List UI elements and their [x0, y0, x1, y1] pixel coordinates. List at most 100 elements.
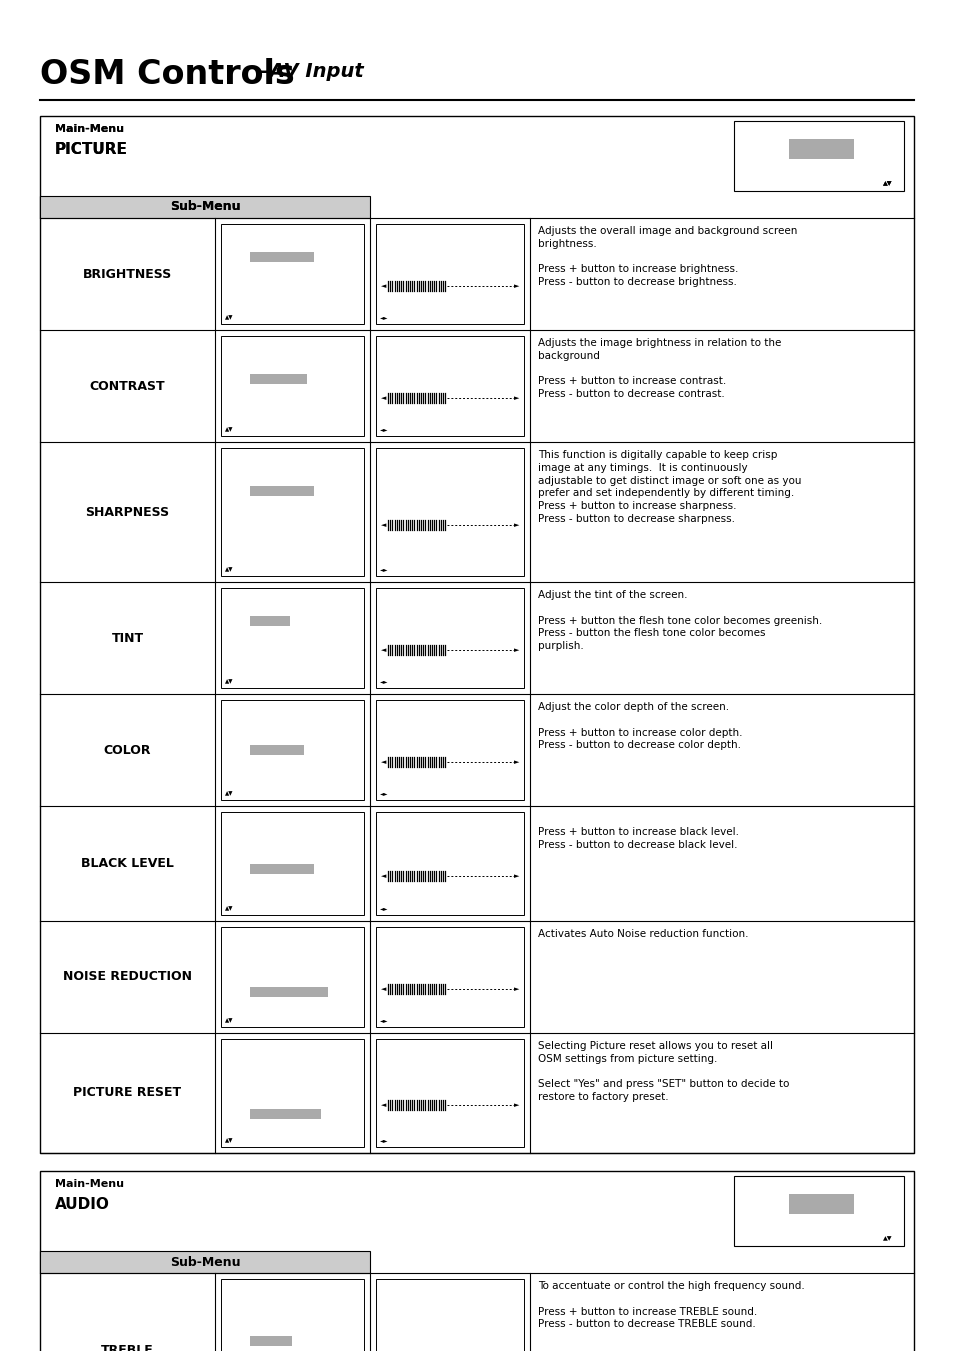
Bar	[221, 1279, 364, 1351]
Bar	[221, 336, 364, 436]
Text: BRIGHTNESS: BRIGHTNESS	[83, 267, 172, 281]
Text: ◄: ◄	[380, 759, 386, 765]
Text: ◄: ◄	[380, 282, 386, 289]
Bar	[250, 1109, 321, 1119]
Bar	[375, 224, 523, 324]
Bar	[375, 336, 523, 436]
Text: ◄: ◄	[380, 647, 386, 653]
Bar	[250, 744, 304, 755]
Text: TREBLE: TREBLE	[101, 1344, 153, 1351]
Bar	[40, 196, 370, 218]
Text: ◄►: ◄►	[379, 1019, 388, 1023]
Text: OSM Controls: OSM Controls	[40, 58, 294, 91]
Bar	[375, 1279, 523, 1351]
Text: TINT: TINT	[112, 631, 143, 644]
Text: To accentuate or control the high frequency sound.

Press + button to increase T: To accentuate or control the high freque…	[537, 1281, 804, 1329]
Text: ►: ►	[513, 986, 518, 992]
Text: ►: ►	[513, 394, 518, 401]
Text: ◄►: ◄►	[379, 790, 388, 796]
Bar	[788, 139, 853, 159]
Bar	[221, 927, 364, 1027]
Text: Main-Menu: Main-Menu	[55, 124, 124, 134]
Text: Sub-Menu: Sub-Menu	[170, 200, 240, 213]
Text: PICTURE RESET: PICTURE RESET	[73, 1086, 181, 1100]
Text: ▲▼: ▲▼	[225, 790, 233, 796]
Bar	[375, 449, 523, 576]
Bar	[733, 122, 903, 190]
Bar	[250, 988, 328, 997]
Bar	[375, 700, 523, 800]
Text: Adjust the color depth of the screen.

Press + button to increase color depth.
P: Adjust the color depth of the screen. Pr…	[537, 703, 741, 750]
Bar	[733, 1175, 903, 1246]
Bar	[221, 1039, 364, 1147]
Text: SHARPNESS: SHARPNESS	[86, 505, 170, 519]
Bar	[221, 812, 364, 915]
Text: Main-Menu: Main-Menu	[55, 124, 124, 134]
Bar	[250, 616, 290, 626]
Text: ◄►: ◄►	[379, 567, 388, 571]
Text: ►: ►	[513, 647, 518, 653]
Bar	[250, 253, 314, 262]
Text: Main-Menu: Main-Menu	[55, 1179, 124, 1189]
Text: ◄►: ◄►	[379, 1138, 388, 1143]
Text: ▲▼: ▲▼	[882, 181, 891, 186]
Text: PICTURE: PICTURE	[55, 142, 128, 157]
Text: Selecting Picture reset allows you to reset all
OSM settings from picture settin: Selecting Picture reset allows you to re…	[537, 1042, 788, 1102]
Bar	[250, 374, 307, 384]
Bar	[250, 1336, 293, 1346]
Bar	[221, 588, 364, 688]
Text: ◄: ◄	[380, 394, 386, 401]
Bar	[375, 588, 523, 688]
Text: ►: ►	[513, 523, 518, 528]
Text: ▲▼: ▲▼	[225, 1138, 233, 1143]
Text: PICTURE: PICTURE	[55, 142, 128, 157]
Text: ◄: ◄	[380, 873, 386, 878]
Text: BLACK LEVEL: BLACK LEVEL	[81, 857, 173, 870]
Bar	[221, 224, 364, 324]
Text: ◄: ◄	[380, 986, 386, 992]
Bar	[221, 449, 364, 576]
Bar	[375, 927, 523, 1027]
Text: Sub-Menu: Sub-Menu	[170, 200, 240, 213]
Text: ▲▼: ▲▼	[225, 907, 233, 911]
Text: ►: ►	[513, 282, 518, 289]
Text: ◄: ◄	[380, 523, 386, 528]
Text: ►: ►	[513, 1102, 518, 1108]
Text: ▲▼: ▲▼	[882, 181, 891, 186]
Bar	[788, 139, 853, 159]
Text: This function is digitally capable to keep crisp
image at any timings.  It is co: This function is digitally capable to ke…	[537, 450, 801, 524]
Text: ▲▼: ▲▼	[225, 567, 233, 571]
Bar	[40, 1171, 913, 1351]
Bar	[375, 1039, 523, 1147]
Text: Adjusts the overall image and background screen
brightness.

Press + button to i: Adjusts the overall image and background…	[537, 226, 797, 288]
Bar	[40, 196, 370, 218]
Text: ▲▼: ▲▼	[225, 427, 233, 432]
Bar	[221, 700, 364, 800]
Text: ▲▼: ▲▼	[882, 1236, 891, 1242]
Text: NOISE REDUCTION: NOISE REDUCTION	[63, 970, 192, 984]
Text: ▲▼: ▲▼	[225, 680, 233, 684]
Text: ◄►: ◄►	[379, 907, 388, 911]
Text: ▲▼: ▲▼	[225, 315, 233, 320]
Bar	[375, 812, 523, 915]
Text: Sub-Menu: Sub-Menu	[170, 1255, 240, 1269]
Text: –AV Input: –AV Input	[260, 62, 363, 81]
Text: ◄►: ◄►	[379, 315, 388, 320]
Text: Adjust the tint of the screen.

Press + button the flesh tone color becomes gree: Adjust the tint of the screen. Press + b…	[537, 590, 821, 651]
Bar	[250, 486, 314, 496]
Bar	[250, 863, 314, 874]
Text: Adjusts the image brightness in relation to the
background

Press + button to in: Adjusts the image brightness in relation…	[537, 338, 781, 399]
Text: ▲▼: ▲▼	[225, 1019, 233, 1023]
Text: AUDIO: AUDIO	[55, 1197, 110, 1212]
Bar	[40, 1251, 370, 1273]
Text: ►: ►	[513, 873, 518, 878]
Bar	[733, 122, 903, 190]
Text: Press + button to increase black level.
Press - button to decrease black level.: Press + button to increase black level. …	[537, 815, 739, 850]
Bar	[788, 1194, 853, 1215]
Text: ◄►: ◄►	[379, 427, 388, 432]
Text: Activates Auto Noise reduction function.: Activates Auto Noise reduction function.	[537, 929, 748, 939]
Text: ►: ►	[513, 759, 518, 765]
Bar	[40, 116, 913, 1152]
Text: COLOR: COLOR	[104, 743, 152, 757]
Text: ◄►: ◄►	[379, 680, 388, 684]
